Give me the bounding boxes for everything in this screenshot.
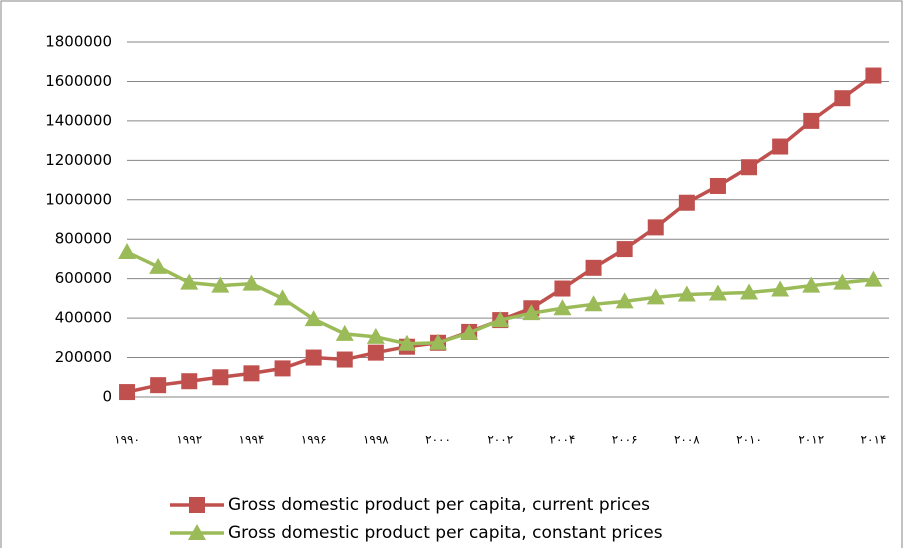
marker — [708, 284, 727, 301]
marker — [119, 384, 136, 401]
marker — [460, 323, 479, 340]
marker — [709, 177, 726, 194]
marker — [585, 259, 602, 276]
x-tick-label: ۱۹۹۴ — [239, 433, 265, 447]
y-tick-label: 1600000 — [45, 72, 112, 90]
legend-marker — [188, 524, 206, 540]
marker — [429, 333, 448, 350]
x-tick-label: ۲۰۱۴ — [861, 433, 887, 447]
marker — [335, 324, 354, 341]
marker — [616, 241, 633, 258]
marker — [834, 90, 851, 107]
marker — [771, 280, 790, 297]
marker — [646, 288, 665, 305]
marker — [243, 365, 260, 382]
x-tick-label: ۲۰۰۶ — [612, 433, 638, 447]
legend-label: Gross domestic product per capita, curre… — [228, 495, 650, 515]
marker — [553, 299, 572, 316]
legend-marker — [189, 497, 205, 513]
marker — [118, 243, 137, 260]
marker — [554, 280, 571, 297]
marker — [584, 295, 603, 312]
y-tick-label: 1400000 — [45, 111, 112, 129]
marker — [180, 273, 199, 290]
marker — [740, 283, 759, 300]
y-tick-label: 200000 — [55, 348, 112, 366]
marker — [522, 304, 541, 321]
x-tick-label: ۱۹۹۶ — [301, 433, 327, 447]
marker — [678, 194, 695, 211]
marker — [242, 274, 261, 291]
x-tick-label: ۲۰۰۲ — [487, 433, 513, 447]
marker — [677, 285, 696, 302]
x-tick-label: ۱۹۹۰ — [114, 433, 140, 447]
x-tick-label: ۱۹۹۸ — [363, 433, 389, 447]
marker — [211, 276, 230, 293]
y-tick-label: 1800000 — [45, 33, 112, 51]
marker — [336, 351, 353, 368]
marker — [802, 276, 821, 293]
marker — [491, 311, 510, 328]
y-tick-label: 1200000 — [45, 151, 112, 169]
marker — [150, 377, 167, 394]
marker — [803, 112, 820, 129]
x-tick-label: ۲۰۱۰ — [736, 433, 762, 447]
marker — [149, 257, 168, 274]
y-tick-label: 600000 — [55, 269, 112, 287]
marker — [304, 310, 323, 327]
y-tick-label: 400000 — [55, 309, 112, 327]
legend-label: Gross domestic product per capita, const… — [228, 523, 663, 543]
x-tick-label: ۲۰۰۴ — [550, 433, 576, 447]
x-tick-label: ۲۰۱۲ — [798, 433, 824, 447]
marker — [274, 360, 291, 377]
y-tick-label: 0 — [102, 388, 112, 406]
x-tick-label: ۲۰۰۸ — [674, 433, 700, 447]
marker — [273, 289, 292, 306]
marker — [367, 344, 384, 361]
marker — [772, 138, 789, 155]
marker — [397, 334, 416, 351]
marker — [647, 219, 664, 236]
marker — [181, 373, 198, 390]
x-tick-label: ۱۹۹۲ — [176, 433, 202, 447]
y-tick-label: 800000 — [55, 230, 112, 248]
marker — [212, 369, 229, 386]
marker — [865, 67, 882, 84]
x-tick-label: ۲۰۰۰ — [425, 433, 451, 447]
marker — [305, 349, 322, 366]
marker — [864, 270, 883, 287]
marker — [833, 273, 852, 290]
marker — [615, 292, 634, 309]
marker — [741, 159, 758, 176]
marker — [366, 327, 385, 344]
y-tick-label: 1000000 — [45, 190, 112, 208]
